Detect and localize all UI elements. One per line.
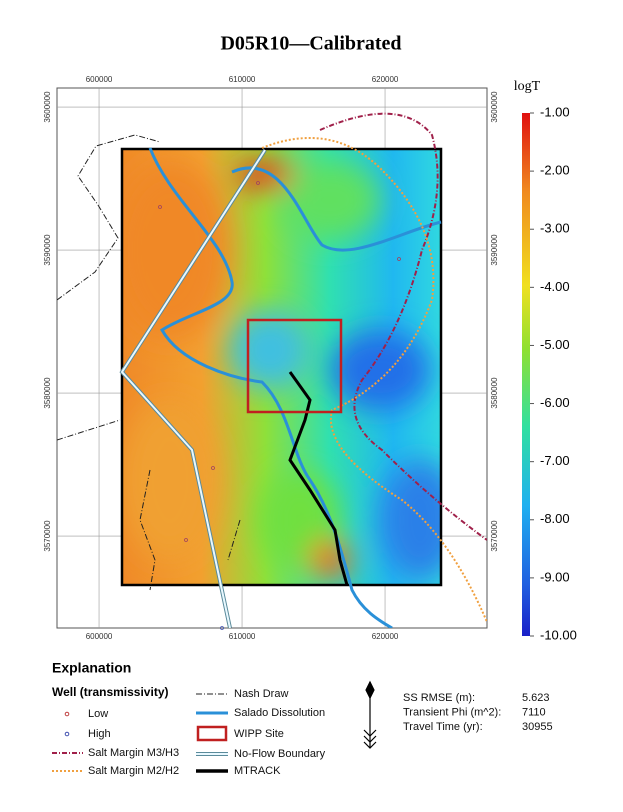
x-tick-label: 610000 — [229, 632, 256, 641]
mtrack — [288, 371, 349, 586]
legend-label: Salado Dissolution — [234, 707, 325, 719]
overlays — [57, 112, 487, 628]
colorbar-label: -3.00 — [540, 221, 570, 236]
colorbar-label: -1.00 — [540, 104, 570, 119]
high-symbol — [64, 731, 70, 737]
y-tick-label: 3600000 — [43, 91, 52, 123]
colorbar — [522, 113, 530, 636]
legend-label: High — [88, 728, 111, 740]
x-tick-label: 610000 — [229, 75, 256, 84]
stat-label: Transient Phi (m^2): — [403, 706, 501, 718]
stat-value: 30955 — [522, 721, 553, 733]
x-tick-label: 620000 — [372, 632, 399, 641]
legend-label: Low — [88, 708, 108, 720]
colorbar-label: -10.00 — [540, 627, 577, 642]
y-tick-label: 3570000 — [490, 520, 499, 552]
y-tick-label: 3590000 — [43, 234, 52, 266]
salt-margin-m3 — [319, 112, 487, 541]
x-tick-label: 600000 — [86, 75, 113, 84]
salado-dissolution — [148, 147, 393, 628]
wells — [158, 181, 401, 630]
legend-label: MTRACK — [234, 765, 281, 777]
salado-dissolution — [231, 166, 442, 252]
field — [122, 149, 441, 585]
stats: SS RMSE (m): 5.623 Transient Phi (m^2): 711… — [403, 692, 553, 733]
north-arrow — [363, 680, 377, 749]
y-tick-label: 3580000 — [43, 377, 52, 409]
legend-label: Salt Margin M3/H3 — [88, 747, 179, 759]
no-flow-boundary — [120, 149, 266, 628]
legend-label: Salt Margin M2/H2 — [88, 765, 179, 777]
wipp-symbol — [196, 725, 228, 742]
y-tick-label: 3570000 — [43, 520, 52, 552]
stat-value: 5.623 — [522, 692, 550, 704]
stat-label: Travel Time (yr): — [403, 721, 483, 733]
legend-title: Explanation — [52, 660, 131, 676]
title: D05R10—Calibrated — [220, 33, 401, 55]
legend-label: Nash Draw — [234, 688, 288, 700]
y-tick-label: 3580000 — [490, 377, 499, 409]
legend-heading: Well (transmissivity) — [52, 685, 168, 699]
colorbar-label: -6.00 — [540, 395, 570, 410]
colorbar-label: -4.00 — [540, 279, 570, 294]
model-domain — [120, 147, 443, 587]
low-symbol — [64, 711, 70, 717]
colorbar-label: -5.00 — [540, 337, 570, 352]
colorbar-label: -9.00 — [540, 569, 570, 584]
nash-draw — [57, 134, 241, 591]
x-tick-label: 620000 — [372, 75, 399, 84]
colorbar-title: logT — [514, 79, 541, 94]
stat-label: SS RMSE (m): — [403, 692, 475, 704]
legend-label: No-Flow Boundary — [234, 748, 326, 760]
colorbar-label: -7.00 — [540, 453, 570, 468]
y-tick-label: 3590000 — [490, 234, 499, 266]
y-tick-label: 3600000 — [490, 91, 499, 123]
axes: 600000 600000 610000 610000 620000 620000 3570… — [43, 75, 499, 641]
colorbar-label: -2.00 — [540, 163, 570, 178]
salt-margin-m2 — [261, 137, 487, 623]
x-tick-label: 600000 — [86, 632, 113, 641]
wipp-site — [246, 318, 343, 414]
colorbar-label: -8.00 — [540, 511, 570, 526]
stat-value: 7110 — [522, 706, 546, 718]
legend-label: WIPP Site — [234, 728, 284, 740]
